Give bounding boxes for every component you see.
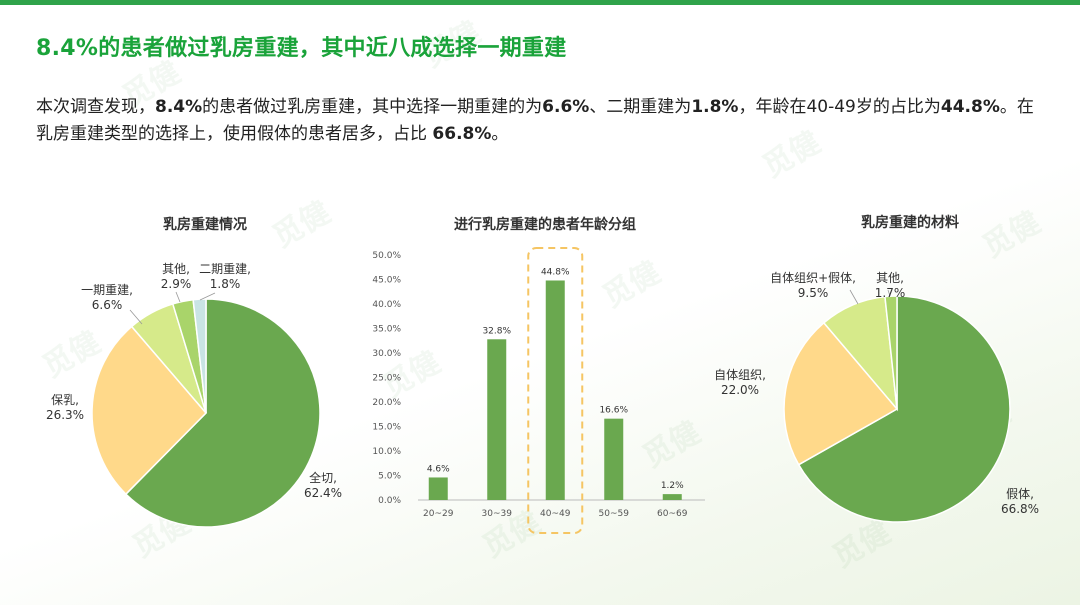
bar-title: 进行乳房重建的患者年龄分组 bbox=[454, 217, 636, 233]
leader-line bbox=[849, 289, 859, 305]
y-tick-label: 5.0% bbox=[378, 472, 401, 482]
summary-part: 本次调查发现， bbox=[36, 97, 155, 117]
slice-value-label: 62.4% bbox=[304, 486, 342, 500]
x-tick-label: 20~29 bbox=[423, 509, 454, 519]
slice-value-label: 2.9% bbox=[161, 277, 192, 291]
x-tick-label: 50~59 bbox=[599, 509, 630, 519]
pie-slice bbox=[124, 298, 321, 528]
bar-value-label: 1.2% bbox=[661, 481, 684, 491]
bar-value-label: 44.8% bbox=[541, 267, 570, 277]
slice-value-label: 9.5% bbox=[798, 286, 829, 300]
summary-part: 的患者做过乳房重建，其中选择一期重建的为 bbox=[202, 97, 543, 117]
bar-value-label: 16.6% bbox=[599, 406, 628, 416]
slice-value-label: 22.0% bbox=[721, 383, 759, 397]
summary-highlight: 44.8% bbox=[940, 97, 1000, 117]
slice-value-label: 6.6% bbox=[92, 298, 123, 312]
bar bbox=[662, 494, 682, 500]
x-tick-label: 40~49 bbox=[540, 509, 571, 519]
slice-label: 一期重建, bbox=[81, 283, 133, 297]
page-title: 8.4%的患者做过乳房重建，其中近八成选择一期重建 bbox=[36, 36, 567, 61]
y-tick-label: 50.0% bbox=[372, 251, 401, 261]
top-accent-bar bbox=[0, 0, 1080, 5]
y-tick-label: 30.0% bbox=[372, 349, 401, 359]
summary-text: 本次调查发现，8.4%的患者做过乳房重建，其中选择一期重建的为6.6%、二期重建… bbox=[36, 94, 1046, 148]
y-tick-label: 20.0% bbox=[372, 398, 401, 408]
slice-value-label: 66.8% bbox=[1001, 502, 1039, 516]
y-tick-label: 45.0% bbox=[372, 276, 401, 286]
summary-part: ，年龄在40-49岁的占比为 bbox=[738, 97, 941, 117]
pie-slice bbox=[783, 321, 899, 466]
summary-part: 。在乳房重建类型的选择上，使用假体的患者居多，占比 bbox=[36, 97, 1034, 144]
summary-highlight: 8.4% bbox=[155, 97, 203, 117]
highlight-frame bbox=[527, 247, 584, 534]
x-tick-label: 60~69 bbox=[657, 509, 688, 519]
leader-line bbox=[199, 292, 216, 301]
summary-part: 。 bbox=[491, 124, 509, 144]
x-tick-label: 30~39 bbox=[482, 509, 513, 519]
y-tick-label: 35.0% bbox=[372, 325, 401, 335]
pie2-title: 乳房重建的材料 bbox=[861, 215, 959, 231]
pie-slice bbox=[192, 298, 207, 414]
pie-slice bbox=[884, 295, 898, 410]
slice-label: 其他, bbox=[876, 271, 904, 285]
leader-line bbox=[129, 309, 143, 325]
slice-label: 二期重建, bbox=[199, 262, 251, 276]
bar-value-label: 32.8% bbox=[482, 326, 511, 336]
slice-label: 自体组织, bbox=[714, 368, 766, 382]
slice-value-label: 26.3% bbox=[46, 408, 84, 422]
slice-value-label: 1.8% bbox=[210, 277, 241, 291]
slice-label: 全切, bbox=[309, 470, 337, 485]
pie-chart-reconstruction-status: 全切,62.4% 保乳,26.3% 一期重建,6.6% 其他,2.9% 二期重建,1.8… bbox=[46, 262, 342, 528]
bar bbox=[604, 418, 624, 500]
summary-part: 、二期重建为 bbox=[589, 97, 692, 117]
y-tick-label: 0.0% bbox=[378, 496, 401, 506]
leader-line bbox=[175, 291, 181, 303]
pie-slice bbox=[91, 325, 208, 496]
slice-label: 假体, bbox=[1006, 487, 1034, 501]
y-tick-label: 10.0% bbox=[372, 447, 401, 457]
y-tick-label: 40.0% bbox=[372, 300, 401, 310]
bar bbox=[545, 280, 565, 500]
pie-slice bbox=[797, 295, 1011, 523]
slice-label: 保乳, bbox=[51, 393, 79, 407]
summary-highlight: 1.8% bbox=[691, 97, 739, 117]
summary-highlight: 6.6% bbox=[542, 97, 590, 117]
bar bbox=[487, 339, 507, 500]
pie-chart-reconstruction-material: 假体,66.8% 自体组织,22.0% 自体组织+假体,9.5% 其他,1.7% bbox=[714, 271, 1039, 523]
summary-highlight: 66.8% bbox=[432, 124, 492, 144]
pie1-title: 乳房重建情况 bbox=[163, 217, 247, 233]
leader-line bbox=[887, 289, 891, 297]
bar-value-label: 4.6% bbox=[427, 464, 450, 474]
bar-chart-age-groups: 0.0% 5.0% 10.0% 15.0% 20.0% 25.0% 30.0% 35.0% 40… bbox=[372, 247, 705, 534]
bar bbox=[428, 477, 448, 500]
y-tick-label: 25.0% bbox=[372, 374, 401, 384]
slice-value-label: 1.7% bbox=[875, 286, 906, 300]
slice-label: 其他, bbox=[162, 262, 190, 276]
y-tick-label: 15.0% bbox=[372, 423, 401, 433]
slice-label: 自体组织+假体, bbox=[770, 271, 856, 285]
